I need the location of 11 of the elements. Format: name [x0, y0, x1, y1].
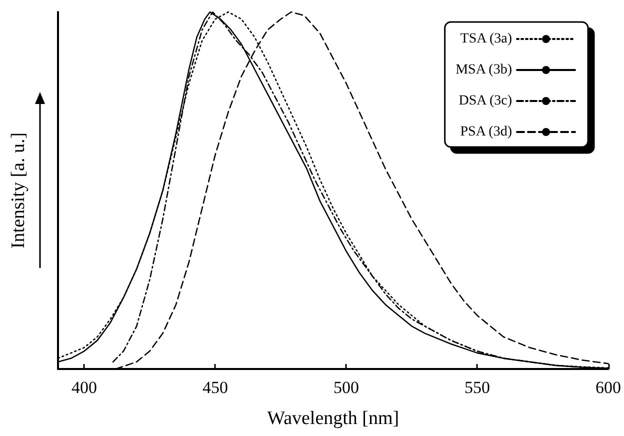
legend-label: PSA (3d) — [460, 124, 512, 140]
x-axis-title: Wavelength [nm] — [267, 408, 400, 429]
x-tick-label: 600 — [596, 378, 621, 397]
x-tick-label: 550 — [464, 378, 490, 397]
x-tick-label: 400 — [71, 378, 97, 397]
legend-label: TSA (3a) — [460, 32, 512, 46]
y-axis-title: Intensity [a. u.] — [8, 132, 29, 249]
x-tick-label: 450 — [202, 378, 228, 397]
x-tick-label: 500 — [333, 378, 359, 397]
legend-label: MSA (3b) — [456, 62, 512, 78]
legend-label: DSA (3c) — [458, 94, 512, 108]
